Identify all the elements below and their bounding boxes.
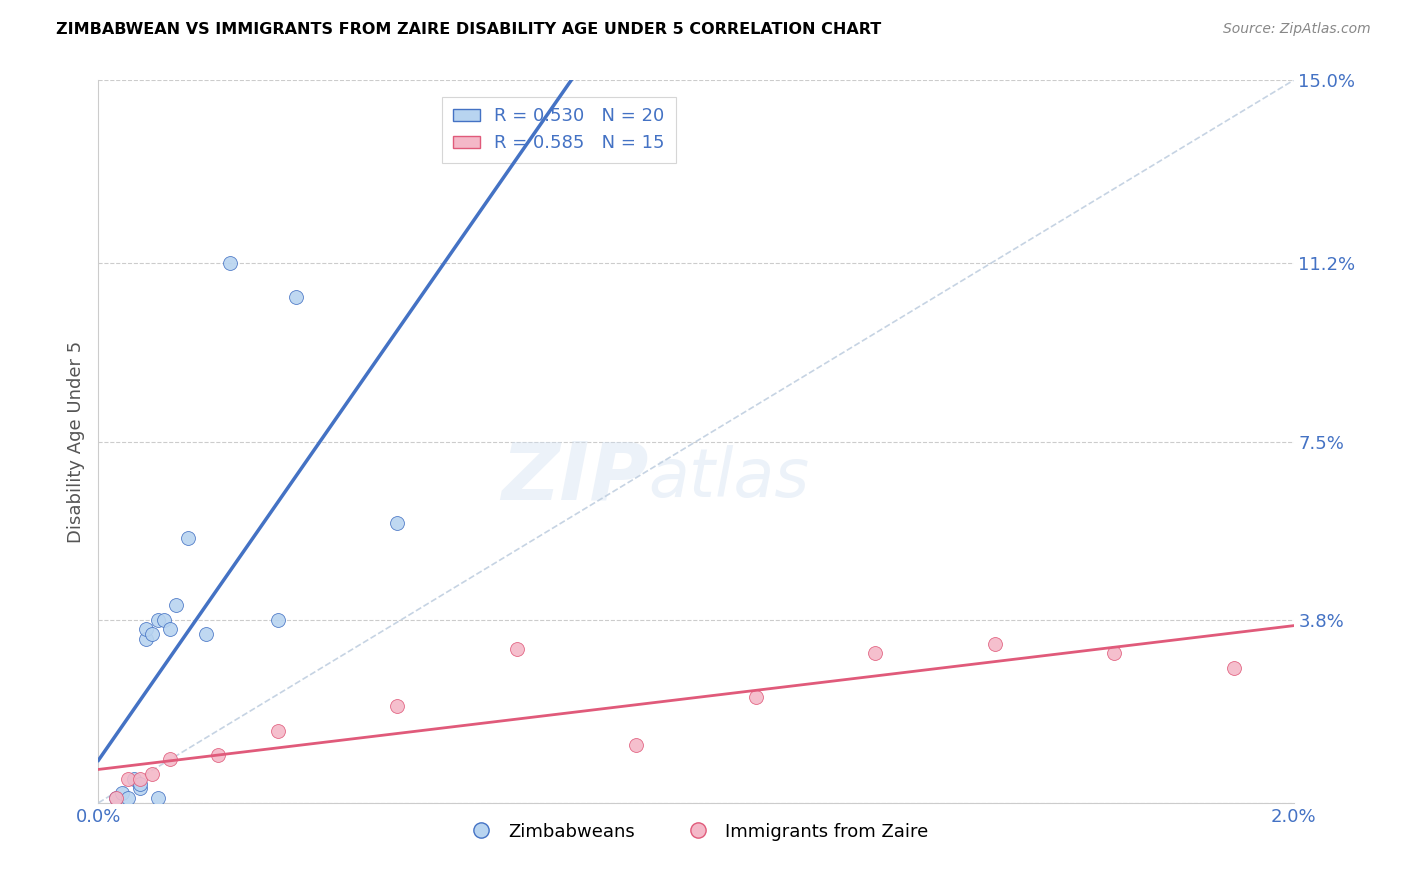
Point: [385, 516, 409, 531]
Y-axis label: Disability Age Under 5: Disability Age Under 5: [66, 341, 84, 542]
Point: [105, 791, 128, 805]
Legend: Zimbabweans, Immigrants from Zaire: Zimbabweans, Immigrants from Zaire: [456, 815, 936, 848]
Point: [105, 791, 128, 805]
Text: atlas: atlas: [648, 445, 810, 510]
Point: [195, 627, 218, 641]
Point: [148, 613, 170, 627]
Point: [117, 772, 139, 786]
Point: [984, 637, 1007, 651]
Point: [153, 613, 176, 627]
Point: [141, 767, 163, 781]
Point: [117, 791, 139, 805]
Point: [141, 627, 163, 641]
Point: [207, 747, 229, 762]
Text: ZIP: ZIP: [501, 439, 648, 516]
Point: [219, 256, 242, 270]
Point: [129, 776, 152, 790]
Point: [385, 699, 409, 714]
Point: [284, 290, 307, 304]
Point: [159, 752, 181, 766]
Point: [135, 632, 157, 646]
Point: [1104, 647, 1126, 661]
Point: [506, 641, 529, 656]
Point: [135, 623, 157, 637]
Text: Source: ZipAtlas.com: Source: ZipAtlas.com: [1223, 22, 1371, 37]
Point: [177, 531, 200, 545]
Text: ZIMBABWEAN VS IMMIGRANTS FROM ZAIRE DISABILITY AGE UNDER 5 CORRELATION CHART: ZIMBABWEAN VS IMMIGRANTS FROM ZAIRE DISA…: [56, 22, 882, 37]
Point: [129, 781, 152, 796]
Point: [148, 791, 170, 805]
Point: [124, 772, 146, 786]
Point: [165, 599, 187, 613]
Point: [267, 723, 290, 738]
Point: [111, 786, 134, 800]
Point: [267, 613, 290, 627]
Point: [159, 623, 181, 637]
Point: [626, 738, 648, 752]
Point: [1223, 661, 1246, 675]
Point: [865, 647, 887, 661]
Point: [129, 772, 152, 786]
Point: [745, 690, 768, 704]
